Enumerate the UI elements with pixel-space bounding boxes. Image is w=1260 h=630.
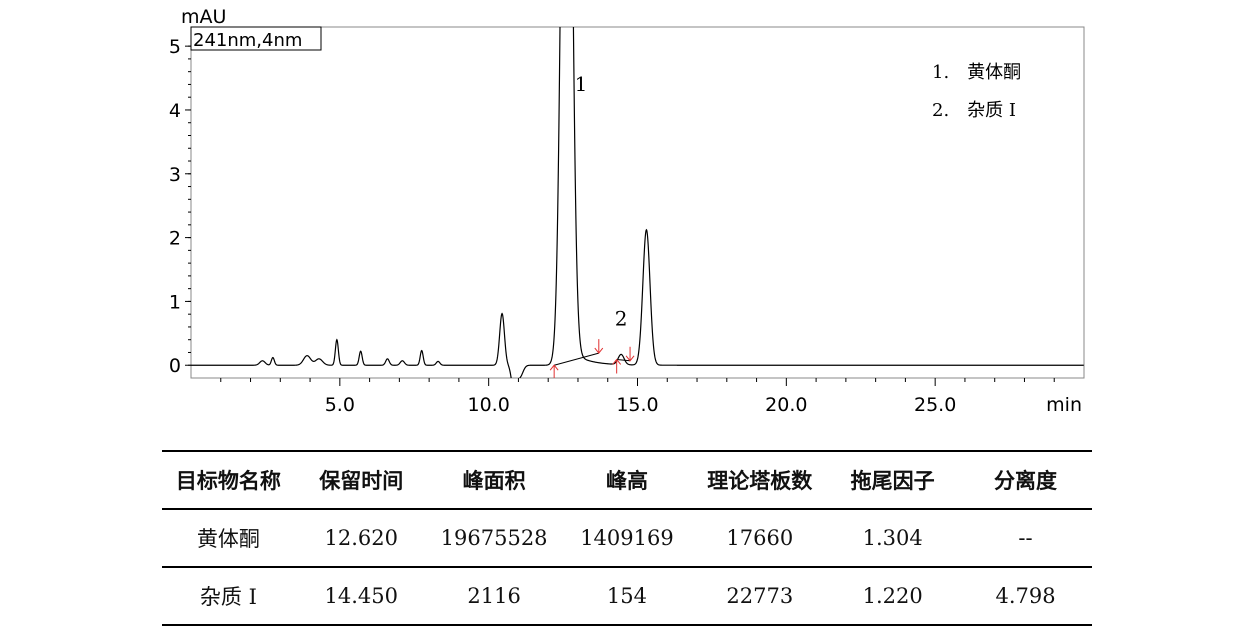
x-tick-label: 5.0 (325, 394, 355, 416)
y-tick-label: 4 (169, 100, 181, 122)
legend: 1. 黄体酮 2. 杂质 I (932, 62, 1021, 121)
header-tailing-factor: 拖尾因子 (850, 469, 935, 493)
header-compound-name: 目标物名称 (175, 469, 281, 493)
detector-label: 241nm,4nm (193, 30, 302, 51)
table-cell: 17660 (726, 526, 794, 550)
chromatogram-trace (191, 27, 1084, 378)
table-cell: 2116 (467, 584, 521, 608)
table-cell: 22773 (726, 584, 794, 608)
peak-end-marker (594, 339, 604, 354)
y-tick-label: 1 (169, 291, 181, 313)
table-cell: 14.450 (324, 584, 398, 608)
header-theoretical-plates: 理论塔板数 (707, 469, 813, 493)
peak-end-marker (625, 346, 635, 362)
y-tick-label: 3 (169, 164, 181, 186)
table-cell: 19675528 (440, 526, 548, 550)
legend-item-2: 2. 杂质 I (932, 100, 1016, 121)
peak-start-marker (549, 364, 559, 378)
peak-label: 1 (575, 72, 588, 96)
header-resolution: 分离度 (994, 469, 1058, 493)
table-cell: 1.304 (862, 526, 923, 550)
y-tick-label: 0 (169, 355, 181, 377)
x-tick-label: 25.0 (914, 394, 956, 416)
table-cell: 4.798 (995, 584, 1056, 608)
legend-item-1: 1. 黄体酮 (932, 62, 1021, 83)
header-retention-time: 保留时间 (319, 469, 404, 493)
y-tick-label: 5 (169, 36, 181, 58)
integration-baseline (554, 352, 599, 366)
x-tick-label: 20.0 (765, 394, 807, 416)
x-tick-label: 15.0 (616, 394, 658, 416)
table-header-row: 目标物名称 保留时间 峰面积 峰高 理论塔板数 拖尾因子 分离度 (162, 451, 1092, 509)
x-axis-label: min (1046, 394, 1082, 416)
chromatogram-chart: 0 1 2 3 4 5 5.0 10.0 15.0 20.0 25.0 mAU min 241nm,… (169, 6, 1085, 416)
table-cell: 12.620 (324, 526, 398, 550)
x-tick-label: 10.0 (468, 394, 510, 416)
peak-start-marker (612, 358, 622, 374)
integration-baseline (616, 358, 631, 362)
y-axis-label: mAU (181, 6, 226, 28)
table-cell: 154 (606, 584, 647, 608)
table-row: 黄体酮 12.620 19675528 1409169 17660 1.304 … (162, 509, 1092, 567)
peak-label: 2 (615, 307, 628, 331)
table-cell: 1409169 (580, 526, 674, 550)
table-cell: 杂质 I (199, 585, 257, 609)
detector-label-box: 241nm,4nm (190, 26, 322, 51)
table-cell: 黄体酮 (196, 527, 260, 551)
table-row: 杂质 I 14.450 2116 154 22773 1.220 4.798 (162, 567, 1092, 625)
header-peak-area: 峰面积 (462, 469, 526, 493)
table-cell: -- (1018, 526, 1033, 550)
header-peak-height: 峰高 (605, 469, 648, 493)
y-tick-label: 2 (169, 228, 181, 250)
result-table: 目标物名称 保留时间 峰面积 峰高 理论塔板数 拖尾因子 分离度 黄体酮 12.… (162, 450, 1092, 626)
table-cell: 1.220 (862, 584, 923, 608)
